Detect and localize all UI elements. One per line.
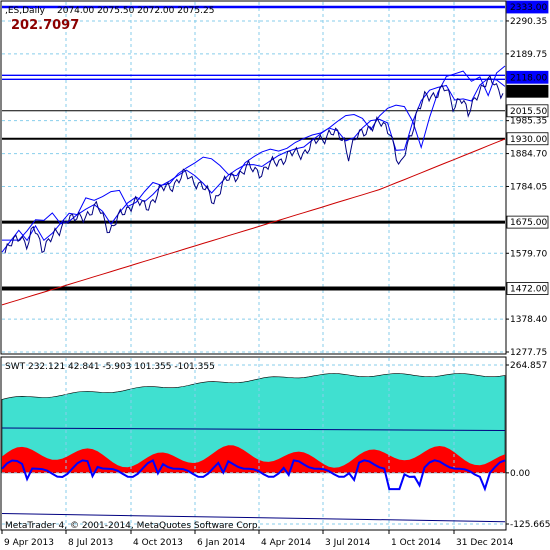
time-label: 4 Apr 2014 (261, 538, 311, 548)
level-price-label: 1472.00 (510, 284, 547, 294)
price-axis: 2290.35 2189.75 1985.35 1884.70 1784.05 1579.… (506, 0, 549, 358)
symbol-label: ,ES,Daily (5, 6, 46, 16)
indicator-value: 202.7097 (11, 18, 79, 33)
price-tick-label: 1277.75 (510, 348, 547, 358)
level-price-box (506, 282, 549, 295)
price-tick-label: 1985.35 (510, 117, 547, 127)
indicator-grid (2, 358, 505, 529)
price-tick-label: 1579.70 (510, 249, 547, 259)
level-price-box (506, 215, 549, 229)
level-price-box (506, 70, 549, 84)
indicator-tick-label: 0.00 (510, 469, 530, 479)
level-price-box (506, 84, 549, 98)
level-price-label: 1930.00 (510, 135, 547, 145)
price-tick-label: 1378.40 (510, 315, 547, 325)
time-label: 1 Oct 2014 (391, 538, 441, 548)
time-label: 9 Apr 2013 (4, 538, 54, 548)
indicator-tick-label: 264.857 (510, 361, 547, 371)
level-price-box (506, 104, 549, 118)
indicator-line (1, 458, 506, 492)
level-price-box (506, 132, 549, 146)
time-axis: 9 Apr 2013 8 Jul 2013 4 Oct 2013 6 Jan 2014… (1, 530, 514, 548)
price-line (4, 74, 504, 254)
level-price-label: 2118.00 (510, 73, 547, 83)
copyright-text: MetaTrader 4, © 2001-2014, MetaQuotes So… (5, 521, 261, 531)
indicator-mid-line (1, 427, 506, 431)
indicator-red-area (2, 445, 505, 473)
upper-band (2, 65, 506, 241)
price-tick-label: 2189.75 (510, 50, 547, 60)
price-tick-label: 1884.70 (510, 150, 547, 160)
time-label: 3 Jul 2014 (325, 538, 370, 548)
slow-moving-average (1, 138, 506, 306)
price-levels (2, 5, 505, 291)
indicator-low-line (1, 513, 506, 523)
level-price-box (506, 0, 549, 14)
time-label: 4 Oct 2013 (133, 538, 183, 548)
indicator-header: SWT 232.121 42.841 -5.903 101.355 -101.3… (5, 362, 215, 372)
indicator-tick-label: -125.665 (510, 520, 550, 530)
level-price-label: 2333.00 (510, 3, 547, 13)
fast-moving-average (1, 77, 506, 253)
price-tick-label: 2290.35 (510, 17, 547, 27)
time-label: 6 Jan 2014 (197, 538, 245, 548)
time-label: 8 Jul 2013 (68, 538, 113, 548)
level-price-label: 2015.50 (510, 107, 547, 117)
price-panel[interactable]: ,ES,Daily 2074.00 2075.50 2072.00 2075.2… (0, 0, 507, 355)
indicator-axis: 264.857 0.00 -125.665 (506, 361, 550, 530)
price-tick-label: 1784.05 (510, 182, 547, 192)
swt-indicator-panel[interactable]: SWT 232.121 42.841 -5.903 101.355 -101.3… (0, 356, 507, 531)
ohlc-label: 2074.00 2075.50 2072.00 2075.25 (57, 6, 214, 16)
indicator-band (1, 373, 506, 474)
time-label: 31 Dec 2014 (456, 538, 514, 548)
price-panel-frame (0, 0, 507, 355)
level-price-label: 1675.00 (510, 218, 547, 228)
level-price-label: 2075.25 (510, 87, 547, 97)
